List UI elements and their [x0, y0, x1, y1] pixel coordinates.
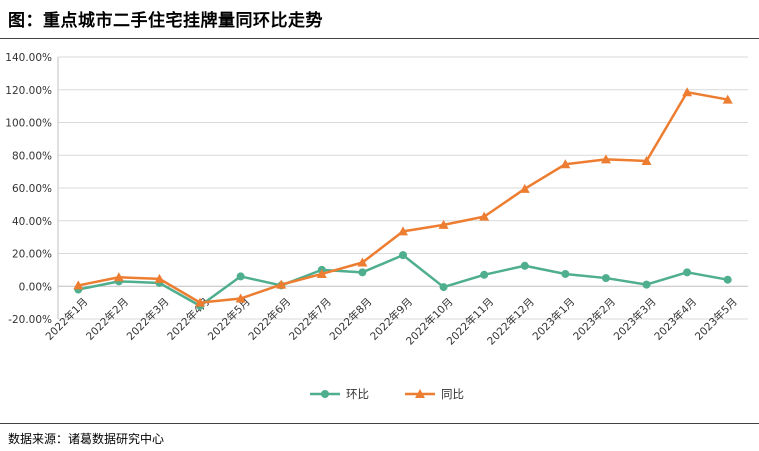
data-point-yoy [113, 272, 124, 282]
data-point-yoy [560, 159, 571, 169]
data-point-yoy [682, 87, 693, 97]
data-point-yoy [154, 273, 165, 283]
x-axis: 2022年1月2022年2月2022年3月2022年4月2022年5月2022年… [43, 295, 740, 347]
data-point-yoy [438, 219, 449, 229]
data-point-yoy [479, 211, 490, 221]
data-point-yoy [195, 297, 206, 307]
data-point-mom [520, 261, 529, 270]
y-tick-label: 140.00% [5, 52, 52, 64]
data-point-yoy [641, 155, 652, 165]
y-tick-label: 60.00% [12, 183, 52, 195]
series-line-yoy [78, 90, 728, 304]
y-tick-label: 0.00% [19, 281, 52, 293]
data-point-yoy [722, 94, 733, 104]
title-divider [0, 38, 759, 39]
chart-title: 图：重点城市二手住宅挂牌量同环比走势 [8, 11, 323, 31]
legend-marker-yoy [415, 389, 425, 398]
data-point-yoy [519, 183, 530, 193]
data-point-yoy [357, 257, 368, 267]
legend-label-yoy: 同比 [441, 387, 464, 401]
series-layer [73, 87, 733, 310]
data-point-mom [723, 275, 732, 284]
y-tick-label: -20.00% [8, 314, 52, 326]
data-point-mom [399, 251, 407, 260]
y-tick-label: 80.00% [12, 150, 52, 162]
data-point-yoy [276, 279, 287, 289]
data-point-mom [439, 283, 448, 292]
source-note: 数据来源：诸葛数据研究中心 [8, 432, 165, 446]
legend-label-mom: 环比 [346, 387, 369, 401]
data-point-yoy [73, 280, 84, 290]
line-chart: -20.00% 0.00% 20.00% 40.00% 60.00% 80.00% 100.… [5, 52, 748, 401]
data-point-mom [601, 274, 610, 283]
data-point-mom [480, 270, 489, 279]
data-point-mom [683, 268, 692, 277]
data-point-mom [642, 280, 651, 289]
data-point-mom [358, 268, 367, 277]
y-tick-label: 40.00% [12, 216, 52, 228]
legend: 环比 同比 [310, 387, 464, 401]
footer-divider [0, 423, 759, 424]
data-point-yoy [398, 226, 408, 236]
y-tick-label: 20.00% [12, 249, 52, 261]
data-point-mom [561, 269, 570, 278]
data-point-mom [236, 272, 245, 281]
y-tick-label: 100.00% [5, 118, 52, 130]
data-point-yoy [316, 268, 327, 278]
data-point-yoy [600, 154, 611, 164]
y-axis: -20.00% 0.00% 20.00% 40.00% 60.00% 80.00% 100.… [5, 52, 52, 326]
data-point-yoy [235, 293, 246, 303]
legend-marker-mom [321, 390, 329, 398]
y-tick-label: 120.00% [5, 85, 52, 97]
